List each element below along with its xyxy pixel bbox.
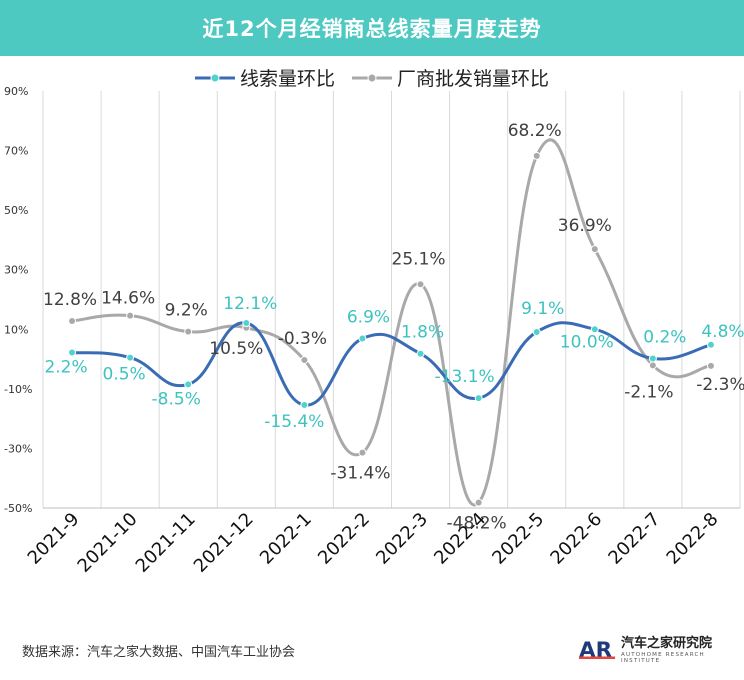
legend-marker-leads	[210, 73, 220, 83]
data-label-wholesale: 9.2%	[165, 301, 208, 321]
data-point-leads	[242, 319, 251, 328]
data-label-wholesale: 25.1%	[392, 249, 446, 269]
data-point-leads	[358, 334, 367, 343]
y-tick-label: 10%	[4, 323, 28, 336]
data-label-leads: 1.8%	[401, 323, 444, 343]
data-point-leads	[126, 353, 135, 362]
data-point-wholesale	[416, 280, 425, 289]
data-label-leads: 10.0%	[560, 332, 614, 352]
data-point-leads	[474, 394, 483, 403]
data-label-wholesale: -2.3%	[696, 375, 744, 395]
data-label-leads: 2.2%	[44, 358, 87, 378]
data-label-wholesale: -48.2%	[447, 514, 507, 534]
data-point-leads	[648, 354, 657, 363]
legend-marker-wholesale	[367, 73, 377, 83]
x-tick-label: 2022-2	[314, 509, 374, 569]
data-label-wholesale: 12.8%	[43, 290, 97, 310]
data-source-note: 数据来源：汽车之家大数据、中国汽车工业协会	[22, 645, 296, 660]
data-point-wholesale	[300, 355, 309, 364]
data-point-leads	[532, 327, 541, 336]
data-point-leads	[68, 348, 77, 357]
data-label-leads: 9.1%	[521, 299, 564, 319]
x-tick-label: 2021-11	[132, 509, 200, 577]
data-label-leads: 0.5%	[103, 365, 146, 385]
y-tick-label: -30%	[4, 442, 32, 455]
data-point-wholesale	[68, 316, 77, 325]
y-tick-label: 90%	[4, 85, 28, 98]
data-label-wholesale: 14.6%	[101, 289, 155, 309]
data-label-leads: 4.8%	[701, 322, 744, 342]
data-point-wholesale	[532, 151, 541, 160]
title-bar: 近12个月经销商总线索量月度走势	[0, 0, 744, 56]
y-tick-label: 50%	[4, 204, 28, 217]
data-point-leads	[416, 349, 425, 358]
y-tick-label: -10%	[4, 383, 32, 396]
line-chart: 90%70%50%30%10%-10%-30%-50%2021-92021-10…	[4, 68, 744, 577]
data-point-leads	[590, 325, 599, 334]
x-tick-label: 2021-12	[190, 509, 258, 577]
legend-label-leads: 线索量环比	[240, 68, 335, 90]
brand-name: 汽车之家研究院	[621, 636, 713, 651]
data-point-wholesale	[590, 245, 599, 254]
x-tick-label: 2022-3	[372, 509, 432, 569]
autohome-logo-icon: AR	[579, 638, 616, 661]
brand-logo-text: AR	[579, 638, 613, 661]
data-label-leads: 12.1%	[223, 294, 277, 314]
data-point-wholesale	[474, 498, 483, 507]
chart-title: 近12个月经销商总线索量月度走势	[202, 17, 542, 41]
data-point-leads	[300, 400, 309, 409]
data-label-wholesale: 36.9%	[558, 216, 612, 236]
x-tick-label: 2022-1	[256, 509, 316, 569]
y-tick-label: 70%	[4, 145, 28, 158]
data-point-wholesale	[126, 311, 135, 320]
data-label-wholesale: -2.1%	[624, 382, 673, 402]
data-label-leads: -15.4%	[264, 412, 324, 432]
data-point-leads	[184, 380, 193, 389]
data-point-wholesale	[648, 361, 657, 370]
data-point-wholesale	[358, 448, 367, 457]
data-label-wholesale: -31.4%	[330, 464, 390, 484]
data-point-wholesale	[184, 327, 193, 336]
brand-subtitle: AUTOHOME RESEARCH INSTITUTE	[621, 652, 705, 664]
y-tick-label: 30%	[4, 264, 28, 277]
data-label-leads: 0.2%	[643, 327, 686, 347]
data-label-wholesale: 68.2%	[508, 121, 562, 141]
data-label-leads: -8.5%	[152, 389, 201, 409]
x-tick-label: 2022-7	[604, 509, 664, 569]
brand-block: AR 汽车之家研究院 AUTOHOME RESEARCH INSTITUTE	[578, 632, 744, 664]
x-tick-label: 2021-10	[74, 509, 142, 577]
data-point-leads	[706, 340, 715, 349]
y-tick-label: -50%	[4, 502, 32, 515]
data-label-leads: 6.9%	[347, 308, 390, 328]
data-label-wholesale: -0.3%	[278, 329, 327, 349]
data-point-wholesale	[706, 361, 715, 370]
x-tick-label: 2022-6	[546, 509, 606, 569]
data-label-wholesale: 10.5%	[209, 339, 263, 359]
data-label-leads: -13.1%	[435, 367, 495, 387]
legend-label-wholesale: 厂商批发销量环比	[397, 68, 549, 90]
x-tick-label: 2022-8	[663, 509, 723, 569]
